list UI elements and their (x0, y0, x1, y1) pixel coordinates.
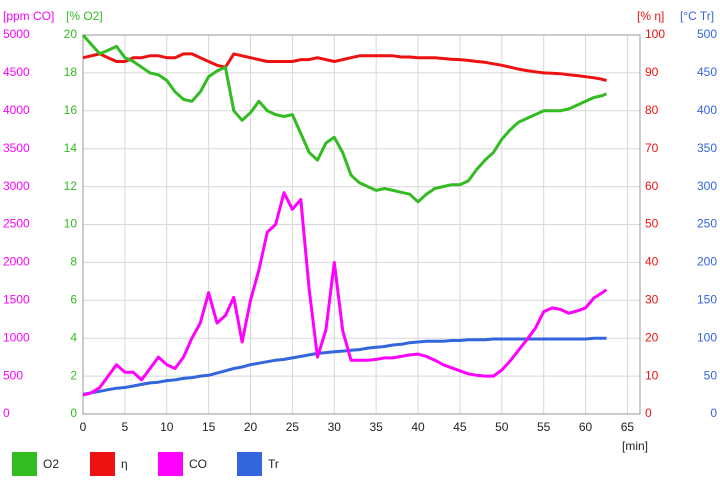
axis-label: [ppm CO] (3, 9, 54, 23)
axis-label: [min] (622, 439, 648, 453)
y-tick-label: 100 (697, 330, 717, 344)
y-tick-label: 4500 (3, 65, 30, 79)
y-tick-label: 0 (710, 406, 717, 420)
x-tick-label: 20 (244, 420, 258, 434)
y-tick-label: 20 (64, 27, 78, 41)
x-tick-label: 30 (328, 420, 342, 434)
y-tick-label: 250 (697, 217, 717, 231)
axis-label: [% η] (637, 9, 664, 23)
x-tick-label: 60 (579, 420, 593, 434)
y-tick-label: 0 (70, 406, 77, 420)
y-tick-label: 350 (697, 141, 717, 155)
y-tick-label: 50 (704, 368, 718, 382)
axis-label: [% O2] (66, 9, 103, 23)
legend-label: η (121, 457, 128, 471)
y-tick-label: 50 (645, 217, 659, 231)
y-tick-label: 40 (645, 255, 659, 269)
y-tick-label: 3500 (3, 141, 30, 155)
y-tick-label: 300 (697, 179, 717, 193)
y-tick-label: 70 (645, 141, 659, 155)
x-tick-label: 5 (122, 420, 129, 434)
x-tick-label: 15 (202, 420, 216, 434)
x-tick-label: 40 (411, 420, 425, 434)
legend-label: Tr (268, 457, 279, 471)
y-tick-label: 4 (70, 330, 77, 344)
y-tick-label: 60 (645, 179, 659, 193)
y-tick-label: 80 (645, 103, 659, 117)
y-tick-label: 500 (697, 27, 717, 41)
axis-label: [°C Tr] (680, 9, 714, 23)
y-tick-label: 2000 (3, 255, 30, 269)
y-tick-label: 0 (3, 406, 10, 420)
y-tick-label: 8 (70, 255, 77, 269)
y-tick-label: 150 (697, 292, 717, 306)
legend-label: O2 (43, 457, 59, 471)
y-tick-label: 30 (645, 292, 659, 306)
y-tick-label: 10 (645, 368, 659, 382)
y-tick-label: 100 (645, 27, 665, 41)
y-tick-label: 2 (70, 368, 77, 382)
y-tick-label: 3000 (3, 179, 30, 193)
x-tick-label: 0 (80, 420, 87, 434)
y-tick-label: 12 (64, 179, 78, 193)
y-tick-label: 6 (70, 292, 77, 306)
x-tick-label: 65 (621, 420, 635, 434)
plot-frame (82, 34, 641, 415)
y-tick-label: 500 (3, 368, 23, 382)
y-tick-label: 10 (64, 217, 78, 231)
x-tick-label: 50 (495, 420, 509, 434)
y-tick-label: 5000 (3, 27, 30, 41)
y-tick-label: 400 (697, 103, 717, 117)
y-tick-label: 14 (64, 141, 78, 155)
line-series (82, 191, 608, 397)
line-series (81, 34, 608, 204)
y-tick-label: 20 (645, 330, 659, 344)
y-tick-label: 2500 (3, 217, 30, 231)
x-tick-label: 10 (160, 420, 174, 434)
line-series (82, 336, 607, 396)
y-tick-label: 450 (697, 65, 717, 79)
y-tick-label: 1000 (3, 330, 30, 344)
legend-label: CO (189, 457, 207, 471)
legend-swatch (237, 452, 262, 476)
legend-swatch (90, 452, 115, 476)
line-series (82, 52, 607, 82)
y-tick-label: 0 (645, 406, 652, 420)
y-tick-label: 1500 (3, 292, 30, 306)
y-tick-label: 90 (645, 65, 659, 79)
x-tick-label: 35 (369, 420, 383, 434)
y-tick-label: 4000 (3, 103, 30, 117)
y-tick-label: 18 (64, 65, 78, 79)
x-tick-label: 55 (537, 420, 551, 434)
y-tick-label: 16 (64, 103, 78, 117)
x-tick-label: 25 (286, 420, 300, 434)
legend-swatch (158, 452, 183, 476)
x-tick-label: 45 (453, 420, 467, 434)
legend-swatch (12, 452, 37, 476)
y-tick-label: 200 (697, 255, 717, 269)
